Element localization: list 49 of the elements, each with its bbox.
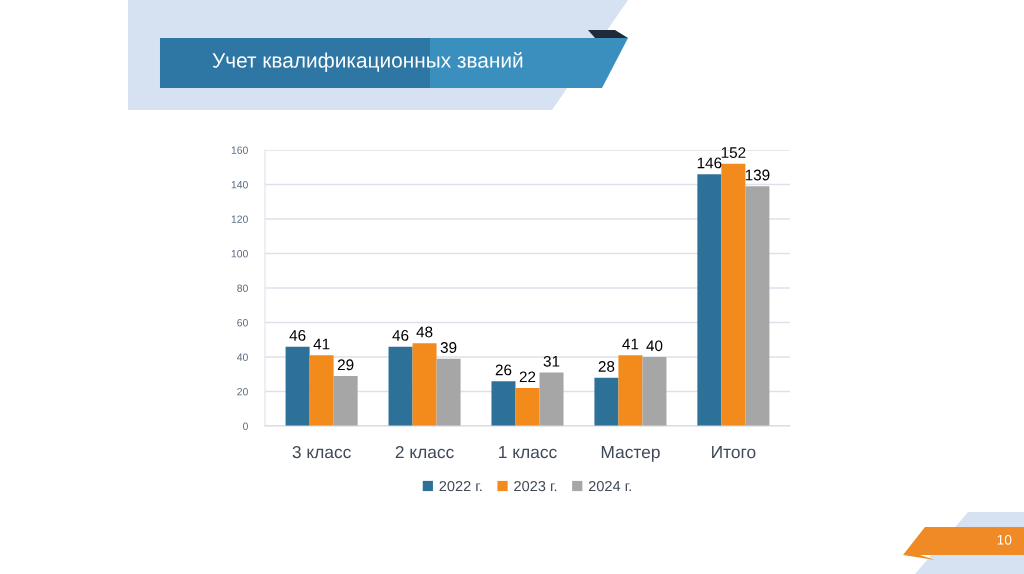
x-tick-label: Итого bbox=[712, 446, 756, 459]
bar bbox=[412, 343, 437, 426]
y-tick-label: 100 bbox=[231, 250, 248, 258]
bar bbox=[745, 186, 770, 426]
bar bbox=[309, 355, 334, 426]
bar bbox=[697, 174, 722, 426]
bar bbox=[618, 355, 643, 426]
data-label: 46 bbox=[289, 330, 306, 341]
y-tick-label: 20 bbox=[237, 388, 248, 396]
y-tick-label: 140 bbox=[231, 181, 248, 189]
data-label: 48 bbox=[416, 326, 433, 338]
data-label: 28 bbox=[598, 361, 615, 372]
bar bbox=[539, 372, 564, 426]
y-tick-label: 40 bbox=[236, 353, 248, 361]
y-tick-label: 160 bbox=[231, 146, 248, 154]
y-tick-label: 120 bbox=[231, 215, 248, 223]
bar bbox=[436, 358, 461, 426]
data-label: 41 bbox=[313, 338, 330, 350]
y-tick-label: 80 bbox=[237, 284, 248, 292]
x-tick-label: 1 класс bbox=[499, 446, 557, 459]
data-label: 40 bbox=[646, 340, 663, 352]
text: 10 bbox=[997, 534, 1012, 545]
bar bbox=[515, 388, 540, 426]
x-tick-label: Мастер bbox=[601, 446, 660, 462]
data-label: 152 bbox=[721, 147, 746, 158]
legend-label: 2023 г. bbox=[514, 480, 557, 492]
data-label: 22 bbox=[519, 371, 536, 383]
data-label: 41 bbox=[622, 338, 639, 350]
bar bbox=[642, 357, 667, 426]
y-tick-label: 0 bbox=[242, 422, 248, 430]
data-label: 146 bbox=[697, 157, 722, 169]
x-tick-label: 2 класс bbox=[395, 445, 454, 459]
data-label: 39 bbox=[440, 342, 457, 353]
data-label: 26 bbox=[495, 364, 512, 376]
data-label: 29 bbox=[337, 359, 354, 371]
y-tick-label: 60 bbox=[237, 319, 248, 327]
bar bbox=[388, 346, 413, 426]
bar bbox=[285, 346, 310, 426]
data-label: 46 bbox=[392, 330, 409, 341]
bar bbox=[594, 377, 619, 426]
legend-label: 2022 г. bbox=[439, 480, 482, 492]
bar bbox=[333, 375, 358, 426]
legend-label: 2024 г. bbox=[588, 480, 631, 492]
data-label: 31 bbox=[543, 355, 560, 367]
data-label: 139 bbox=[745, 169, 770, 181]
bar bbox=[721, 163, 746, 426]
bar bbox=[491, 381, 516, 426]
x-tick-label: 3 класс bbox=[292, 445, 351, 459]
chart-title: Учет квалификационных званий bbox=[212, 52, 523, 72]
